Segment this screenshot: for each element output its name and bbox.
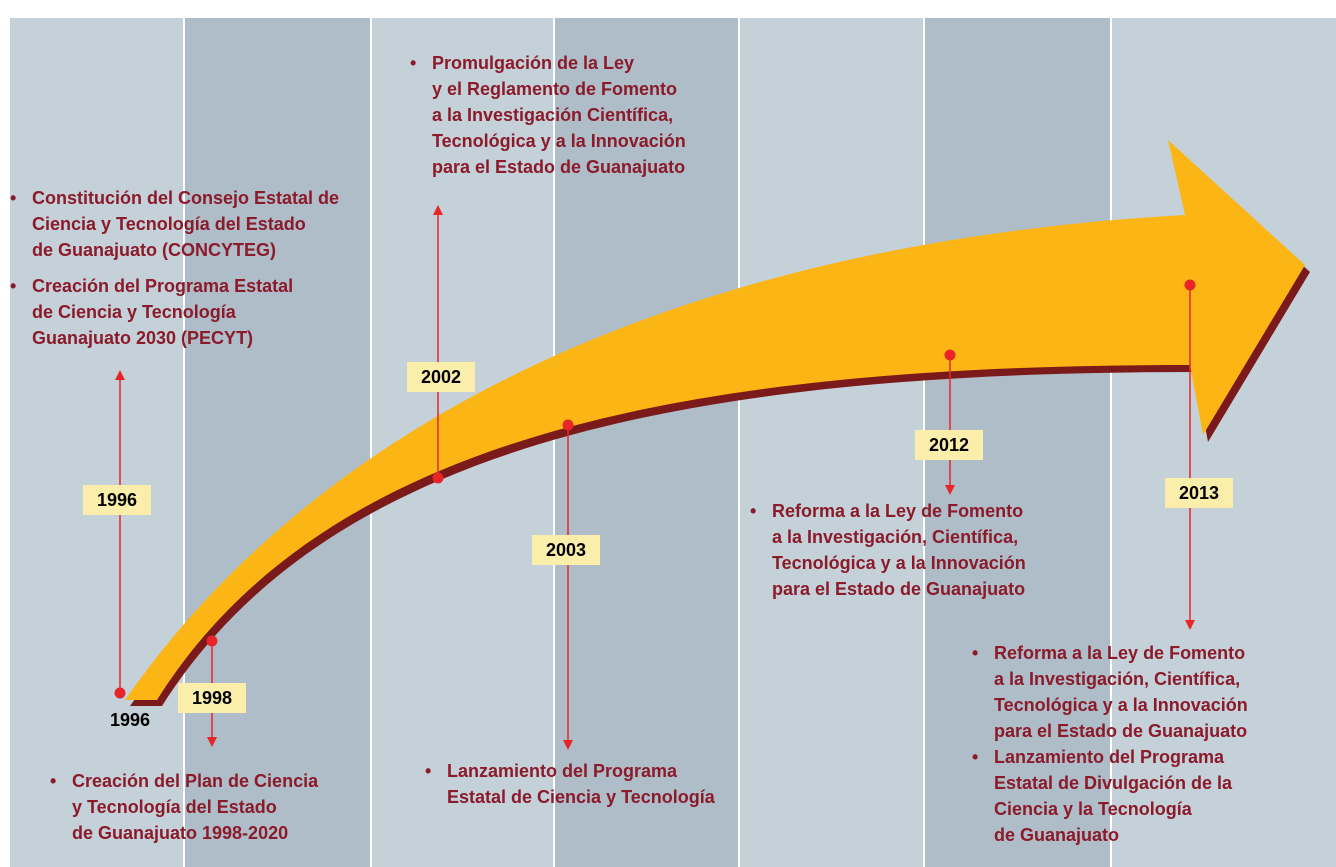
bullet: Lanzamiento del Programa Estatal de Cienc… [425,758,715,810]
text-line: Guanajuato 2030 (PECYT) [32,328,254,348]
year-label: 2013 [1165,478,1233,508]
text-line: Tecnológica y a la Innovación [432,131,686,151]
text-line: de Ciencia y Tecnología [32,302,236,322]
text-line: de Guanajuato 1998-2020 [72,823,289,843]
event-text: Reforma a la Ley de Fomento a la Investig… [972,640,1248,744]
event-text: Promulgación de la Ley y el Reglamento de… [410,50,686,180]
event-dot [114,687,126,699]
text-line: Tecnológica y a la Innovación [772,553,1026,573]
text-line: a la Investigación, Científica, [994,669,1241,689]
text-line: Ciencia y la Tecnología [994,799,1192,819]
event-text: Constitución del Consejo Estatal de Cienc… [10,185,339,263]
bullet: Creación del Programa Estatal de Ciencia … [10,273,293,351]
bullet: Constitución del Consejo Estatal de Cienc… [10,185,339,263]
text-line: para el Estado de Guanajuato [772,579,1026,599]
text-line: a la Investigación Científica, [432,105,674,125]
text-line: Reforma a la Ley de Fomento [994,643,1246,663]
year-label: 1998 [178,683,246,713]
text-line: Tecnológica y a la Innovación [994,695,1248,715]
text-line: de Guanajuato [994,825,1120,845]
text-line: Reforma a la Ley de Fomento [772,501,1024,521]
event-text: Lanzamiento del Programa Estatal de Divul… [972,744,1232,848]
bullet: Promulgación de la Ley y el Reglamento de… [410,50,686,180]
event-dot [944,349,956,361]
year-label: 2002 [407,362,475,392]
text-line: para el Estado de Guanajuato [994,721,1248,741]
text-line: para el Estado de Guanajuato [432,157,686,177]
start-year: 1996 [110,710,151,730]
text-line: de Guanajuato (CONCYTEG) [32,240,277,260]
text-line: Creación del Programa Estatal [32,276,294,296]
event-dot [206,635,218,647]
text-line: a la Investigación, Científica, [772,527,1019,547]
text-line: Lanzamiento del Programa [994,747,1225,767]
event-dot [562,419,574,431]
event-dot [1184,279,1196,291]
event-text: Creación del Plan de Ciencia y Tecnología… [50,768,318,846]
bullet: Creación del Plan de Ciencia y Tecnología… [50,768,318,846]
text-line: Constitución del Consejo Estatal de [32,188,340,208]
text-line: Lanzamiento del Programa [447,761,678,781]
arrow [125,140,1305,700]
text-line: y el Reglamento de Fomento [432,79,678,99]
year-label: 1996 [83,485,151,515]
text-line: Estatal de Divulgación de la [994,773,1233,793]
year-label: 2003 [532,535,600,565]
text-line: y Tecnología del Estado [72,797,277,817]
text-line: Creación del Plan de Ciencia [72,771,319,791]
event-text: Lanzamiento del Programa Estatal de Cienc… [425,758,715,810]
event-text: Creación del Programa Estatal de Ciencia … [10,273,293,351]
text-line: Promulgación de la Ley [432,53,635,73]
bullet: Lanzamiento del Programa Estatal de Divul… [972,744,1232,848]
text-line: Estatal de Ciencia y Tecnología [447,787,715,807]
event-text: Reforma a la Ley de Fomento a la Investig… [750,498,1026,602]
year-label: 2012 [915,430,983,460]
bullet: Reforma a la Ley de Fomento a la Investig… [972,640,1248,744]
bullet: Reforma a la Ley de Fomento a la Investig… [750,498,1026,602]
text-line: Ciencia y Tecnología del Estado [32,214,306,234]
event-dot [432,472,444,484]
